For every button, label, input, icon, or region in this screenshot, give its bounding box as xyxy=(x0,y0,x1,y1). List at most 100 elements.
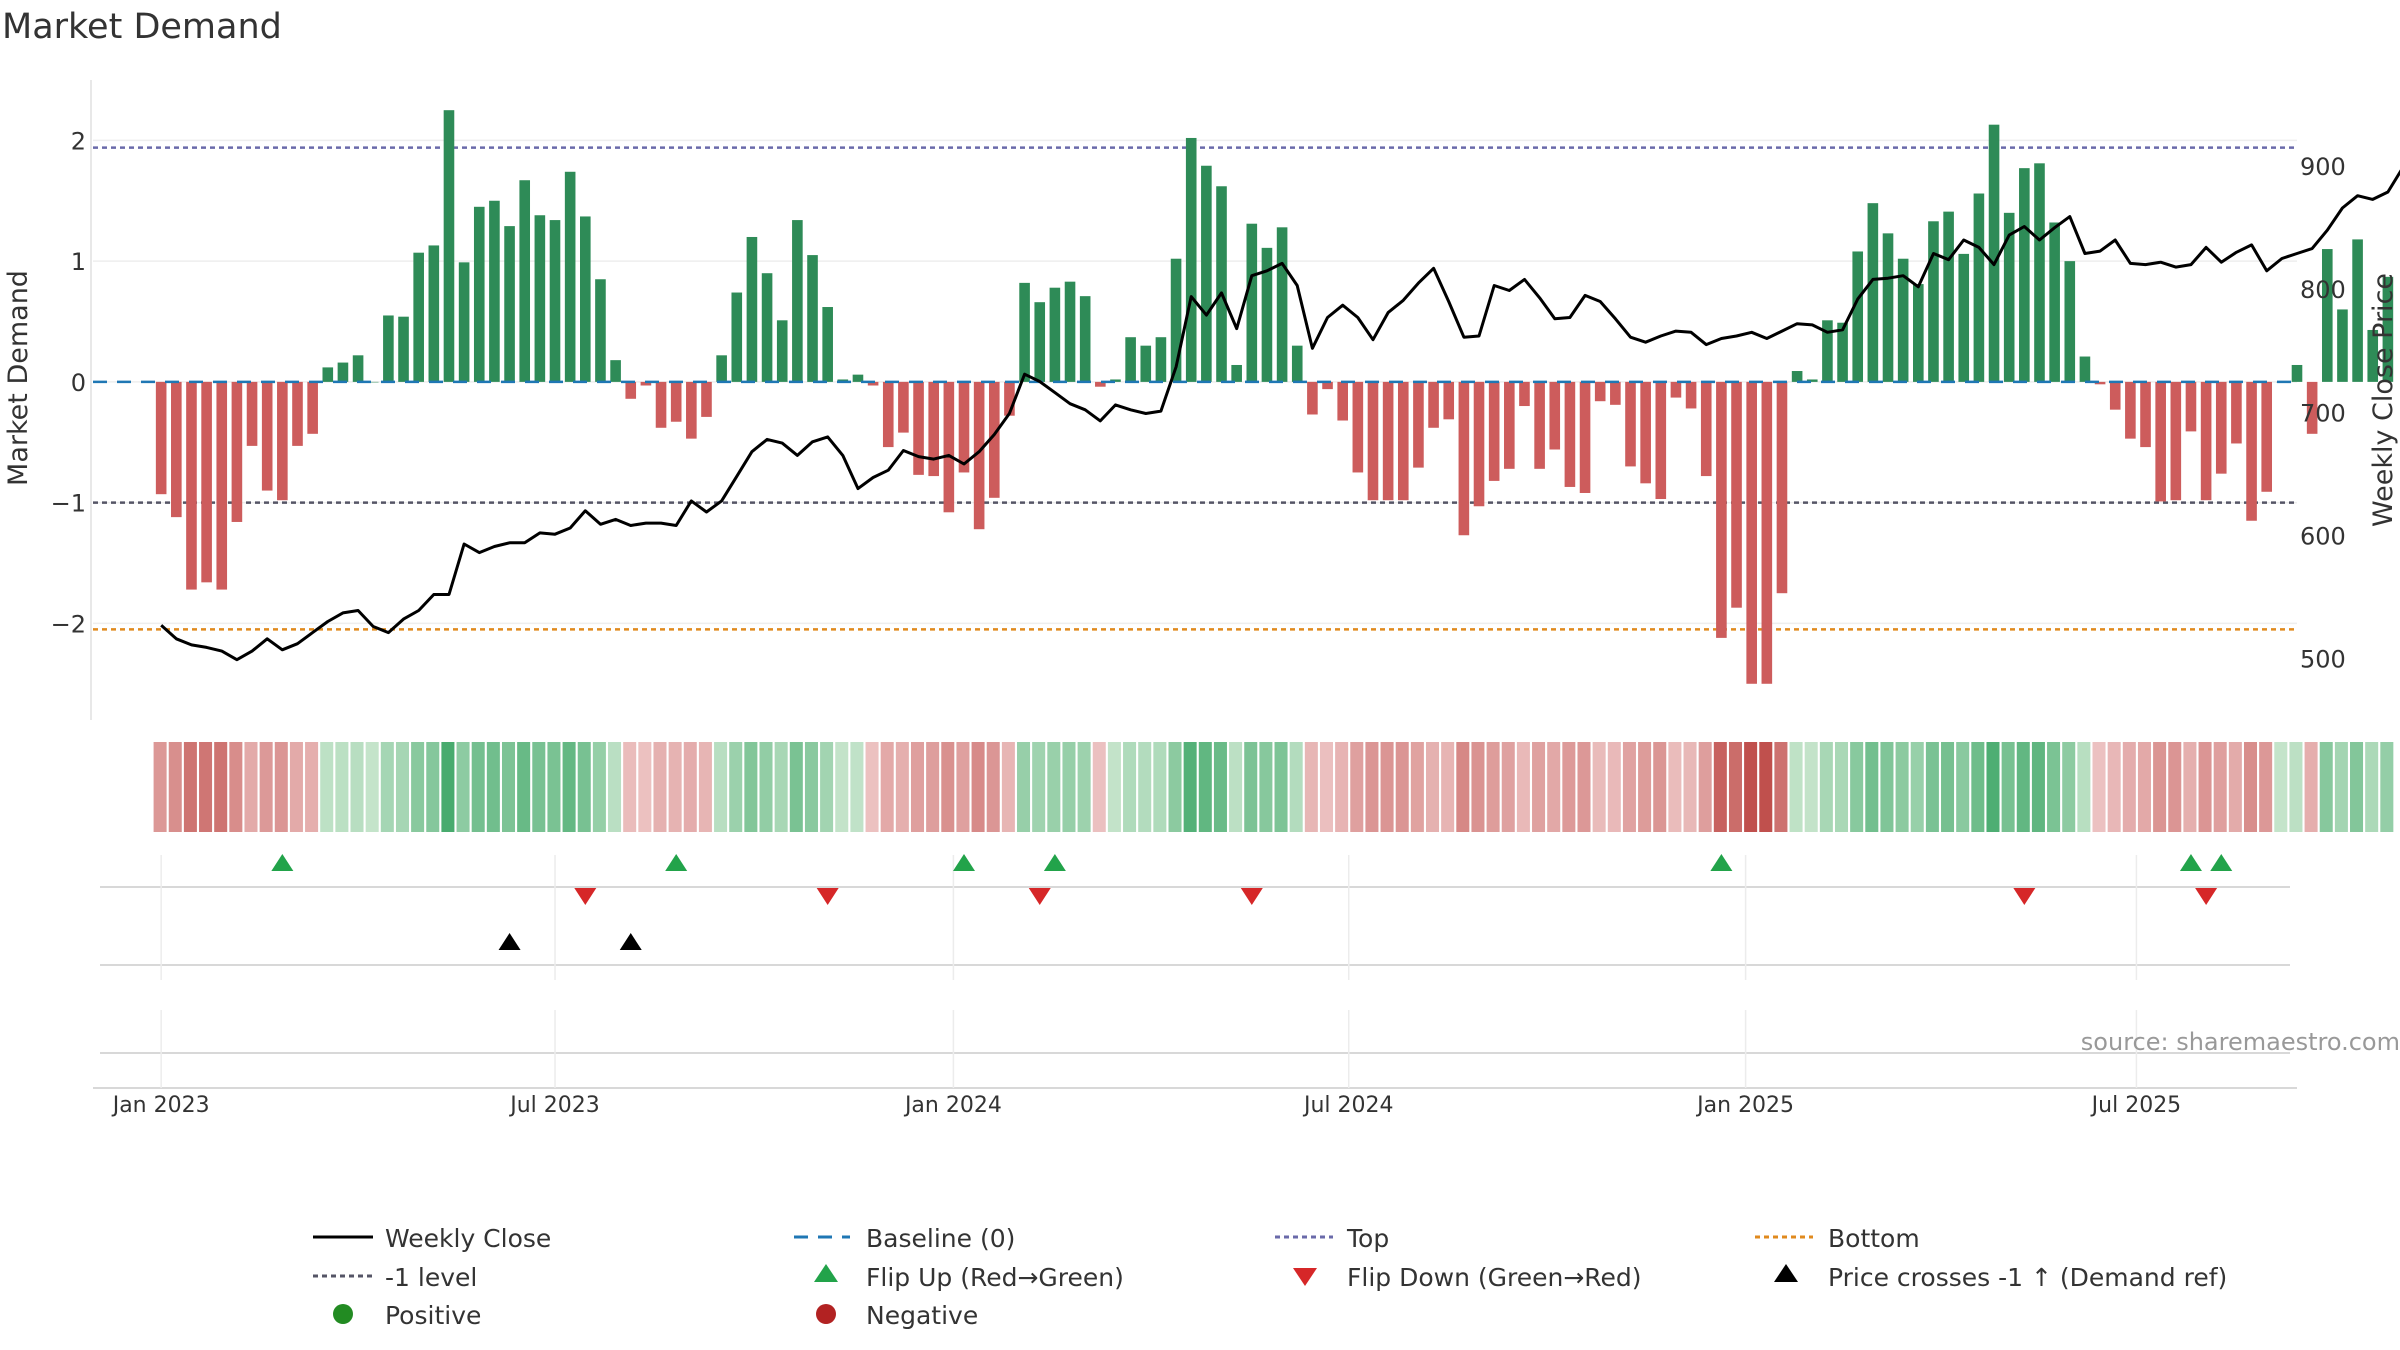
x-axis-ticks: Jan 2023 Jul 2023 Jan 2024 Jul 2024 Jan 2025… xyxy=(111,1093,2181,1118)
demand-bar xyxy=(2291,364,2303,382)
demand-bar xyxy=(2125,381,2136,439)
heat-cell xyxy=(1971,742,1985,832)
heat-cell xyxy=(1683,742,1697,832)
demand-bar xyxy=(216,381,228,590)
demand-bar xyxy=(898,381,909,433)
heat-cell xyxy=(1410,742,1424,832)
flip-up-marker xyxy=(2210,854,2233,871)
demand-bar xyxy=(1791,371,1803,382)
heat-cell xyxy=(1062,742,1076,832)
heat-cell xyxy=(1365,742,1379,832)
x-tick-label: Jul 2024 xyxy=(1302,1093,1394,1118)
heat-cell xyxy=(2365,742,2379,832)
event-panel-vertical-grid xyxy=(160,855,2138,1088)
demand-bar xyxy=(1413,381,1424,468)
demand-bar xyxy=(988,381,1000,498)
heat-cell xyxy=(1471,742,1485,832)
heat-cell xyxy=(365,742,379,832)
heat-cell xyxy=(274,742,288,832)
demand-bar xyxy=(1882,233,1894,382)
right-tick-label: 900 xyxy=(2300,153,2346,181)
heat-cell xyxy=(1759,742,1773,832)
demand-bar xyxy=(1625,381,1636,467)
heat-cell xyxy=(2319,742,2333,832)
heat-cell xyxy=(2168,742,2182,832)
heat-cell xyxy=(1441,742,1455,832)
heat-cell xyxy=(971,742,985,832)
left-tick-label: −1 xyxy=(51,490,86,518)
demand-bar xyxy=(2215,381,2227,474)
demand-bar xyxy=(383,315,394,382)
heat-cell xyxy=(2350,742,2364,832)
legend-flip-down: Flip Down (Green→Red) xyxy=(1293,1263,1642,1292)
heat-cell xyxy=(1577,742,1591,832)
event-markers xyxy=(271,854,2233,950)
heat-cell xyxy=(1698,742,1712,832)
heat-cell xyxy=(910,742,925,832)
demand-bar xyxy=(1428,381,1439,428)
heat-cell xyxy=(1001,742,1015,832)
heat-cell xyxy=(2259,742,2273,832)
demand-bar xyxy=(1716,381,1727,638)
demand-bar xyxy=(2064,261,2076,382)
demand-bar xyxy=(186,381,197,590)
heat-cell xyxy=(1047,742,1061,832)
heat-cell xyxy=(1183,742,1197,832)
demand-bar xyxy=(1913,284,1924,382)
heat-cell xyxy=(2137,742,2151,832)
demand-bar xyxy=(1488,381,1500,481)
heat-cell xyxy=(1032,742,1046,832)
heat-cell xyxy=(229,742,243,832)
demand-bar xyxy=(1640,381,1651,484)
heat-cell xyxy=(199,742,213,832)
heat-cell xyxy=(1516,742,1530,832)
heat-cell xyxy=(592,742,606,832)
demand-bar xyxy=(489,200,500,382)
demand-bar xyxy=(1655,381,1667,500)
heat-cell xyxy=(2198,742,2212,832)
right-tick-label: 700 xyxy=(2300,399,2346,427)
demand-bar xyxy=(973,381,985,530)
heat-cell xyxy=(986,742,1000,832)
heat-cell xyxy=(2289,742,2303,832)
heat-cell xyxy=(956,742,970,832)
heat-cell xyxy=(2031,742,2045,832)
heat-cell xyxy=(2062,742,2076,832)
demand-bar xyxy=(1761,381,1773,684)
price-cross-marker xyxy=(498,933,521,950)
demand-bar xyxy=(443,110,455,382)
flip-up-marker xyxy=(1043,854,1066,871)
legend-label-flip-up: Flip Up (Red→Green) xyxy=(866,1263,1124,1292)
heat-cell xyxy=(744,742,758,832)
source-note: source: sharemaestro.com xyxy=(2081,1028,2400,1056)
left-tick-label: 0 xyxy=(71,369,86,397)
demand-bar xyxy=(1034,302,1046,382)
demand-bar xyxy=(1731,381,1742,608)
demand-bar xyxy=(428,245,440,382)
demand-bar xyxy=(1291,345,1303,382)
main-panel: 2 1 0 −1 −2 900 800 700 600 500 Market Demand We… xyxy=(3,80,2400,720)
legend-label-positive: Positive xyxy=(385,1301,481,1330)
demand-bar xyxy=(761,273,773,382)
heat-cell xyxy=(1244,742,1258,832)
price-cross-marker xyxy=(619,933,642,950)
demand-bar xyxy=(1140,345,1152,382)
demand-bar xyxy=(1806,379,1818,382)
flip-down-marker xyxy=(1028,888,1051,905)
heat-cell xyxy=(305,742,319,832)
demand-bar xyxy=(882,381,894,448)
heat-cell xyxy=(1789,742,1803,832)
heat-cell xyxy=(1092,742,1106,832)
demand-bar xyxy=(2155,381,2166,502)
heat-cell xyxy=(1501,742,1515,832)
demand-bar xyxy=(1549,381,1561,450)
demand-bar xyxy=(943,381,955,513)
legend-baseline: Baseline (0) xyxy=(794,1224,1015,1253)
heat-cell xyxy=(214,742,228,832)
right-tick-label: 500 xyxy=(2300,645,2346,673)
heat-cell xyxy=(441,742,455,832)
flip-up-marker xyxy=(271,854,294,871)
demand-bar xyxy=(1746,381,1757,684)
legend-label-price-cross: Price crosses -1 ↑ (Demand ref) xyxy=(1828,1263,2227,1292)
